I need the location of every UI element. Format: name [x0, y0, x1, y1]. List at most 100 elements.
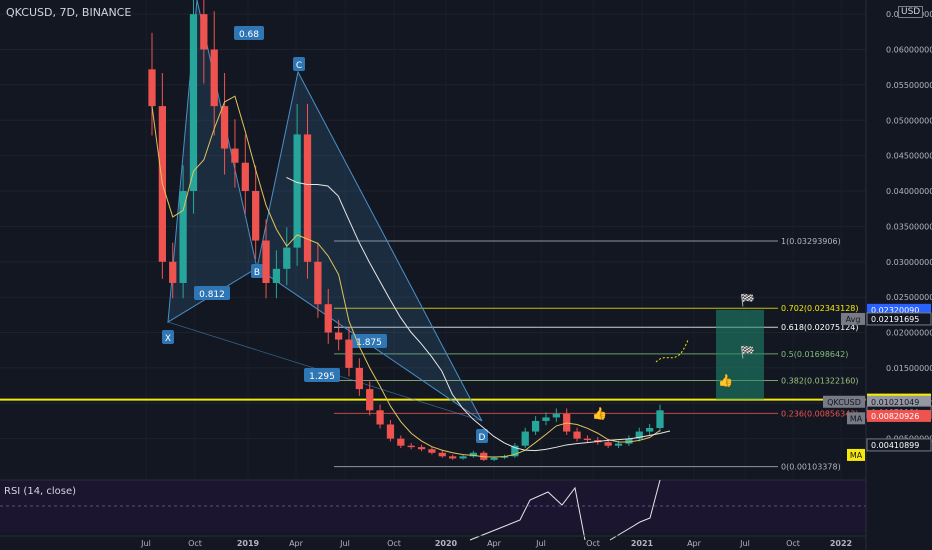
pattern-point-b-bg	[251, 264, 263, 278]
price-tick: 0.05000000	[886, 116, 932, 125]
candle-body	[200, 14, 208, 50]
pattern-point-b: B	[254, 268, 260, 278]
price-tag-label-bg	[841, 312, 865, 325]
pattern-point-c-bg	[293, 57, 305, 71]
rsi-line	[469, 486, 586, 541]
fib-level-label: 0.618(0.02075124)	[781, 323, 859, 332]
pattern-point-x-bg	[162, 330, 174, 344]
candle-body	[438, 452, 446, 457]
price-tag-label: QKCUSD	[827, 398, 861, 407]
candle-body	[252, 191, 260, 241]
currency-badge[interactable]: USD	[898, 6, 924, 18]
projection-path	[655, 339, 689, 363]
thumbs-up-icon: 👍	[718, 373, 733, 387]
target-flag-icon: 🏁	[740, 293, 755, 307]
pattern-ratio-bg	[234, 26, 264, 40]
price-tag-label: MA	[850, 414, 863, 423]
fib-level-label: 0.5(0.01698642)	[781, 350, 848, 359]
price-tag-bg	[866, 438, 932, 452]
price-tag: 0.02320090	[871, 306, 919, 315]
candle-body	[314, 261, 322, 305]
pattern-point-c: C	[296, 61, 302, 71]
chart-title: QKCUSD, 7D, BINANCE	[6, 6, 132, 19]
fib-level-label: 1(0.03293906)	[781, 237, 841, 246]
projection-box[interactable]: 🏁 🏁 👍 👍	[592, 293, 764, 420]
price-tick: 0.04000000	[886, 187, 932, 196]
pattern-point-d: D	[479, 433, 486, 443]
ma-lines	[151, 95, 671, 458]
time-label: Oct	[586, 539, 600, 548]
time-label: 2021	[631, 539, 654, 548]
pattern-point-d-bg	[476, 429, 488, 443]
candle-body	[283, 247, 291, 269]
pattern-ratio: 0.68	[239, 30, 259, 40]
candle-body	[293, 134, 301, 248]
candle-body	[345, 339, 353, 368]
time-label: Oct	[786, 539, 800, 548]
candle-body	[656, 410, 664, 429]
time-label: Apr	[289, 539, 304, 548]
price-tag-label-bg	[847, 412, 865, 425]
time-label: Apr	[687, 539, 702, 548]
candle-body	[169, 261, 177, 283]
candle-body	[179, 191, 187, 283]
price-tag-label-bg	[823, 395, 865, 408]
fib-level-label: 0.236(0.00856343)	[781, 409, 859, 418]
time-label: Jul	[535, 539, 546, 548]
price-tick: 0.01500000	[886, 364, 932, 373]
pattern-bcd	[256, 70, 483, 422]
time-label: Jul	[140, 539, 151, 548]
candle-body	[469, 452, 478, 457]
candle-body	[355, 367, 363, 390]
candle-body	[531, 420, 540, 432]
price-tag: 0.01021049	[871, 398, 919, 407]
time-label: 2019	[237, 539, 260, 548]
candle-body	[635, 431, 643, 439]
candle-body	[646, 428, 654, 432]
price-tag: 0.02191695	[871, 315, 919, 324]
candle-body	[376, 410, 384, 425]
time-label: 2022	[830, 539, 852, 548]
rsi-line	[609, 479, 661, 541]
candle-body	[417, 447, 426, 450]
thumbs-up-icon: 👍	[592, 406, 607, 420]
time-label: 2020	[435, 539, 458, 548]
grid	[0, 13, 866, 440]
time-label: Apr	[487, 539, 502, 548]
target-box	[716, 309, 764, 400]
pattern-ratio-bg	[351, 334, 387, 348]
ma-long-line	[286, 176, 671, 452]
price-tag-label: Avg	[846, 315, 861, 324]
target-flag-green-icon: 🏁	[740, 345, 755, 359]
price-tag: 0.00410899	[871, 441, 919, 450]
price-tag: 0.00820926	[871, 412, 919, 421]
price-tag-label-bg	[847, 448, 865, 461]
candle-body	[303, 134, 312, 262]
price-axis[interactable]: 0.065000000.060000000.055000000.05000000…	[823, 0, 932, 550]
pattern-ratio: 1.875	[356, 338, 382, 348]
candle-body	[272, 268, 281, 283]
time-axis[interactable]: Jul Oct 2019 Apr Jul Oct 2020 Apr Jul Oct 2021 Apr J…	[0, 535, 866, 548]
candle-body	[625, 438, 633, 444]
rsi-label: RSI (14, close)	[4, 486, 77, 497]
candle-body	[614, 443, 623, 446]
candle-body	[521, 431, 529, 446]
pattern-ratio: 0.812	[199, 290, 225, 300]
ma-short-line	[151, 95, 661, 458]
candle-body	[490, 457, 498, 460]
candle-body	[210, 49, 218, 107]
candle-body	[366, 389, 374, 411]
candle-body	[428, 449, 436, 453]
candle-body	[407, 445, 415, 448]
price-tick: 0.02500000	[886, 293, 932, 302]
candle-body	[189, 14, 198, 192]
candle-body	[449, 456, 457, 459]
price-tick: 0.05500000	[886, 81, 932, 90]
fib-level-label: 0.702(0.02343128)	[781, 304, 859, 313]
pattern-point-x: X	[165, 334, 171, 344]
fib-level-label: 0(0.00103378)	[781, 463, 841, 472]
candle-body	[511, 445, 519, 457]
price-tick: 0.04500000	[886, 152, 932, 161]
candle-body	[334, 332, 343, 340]
